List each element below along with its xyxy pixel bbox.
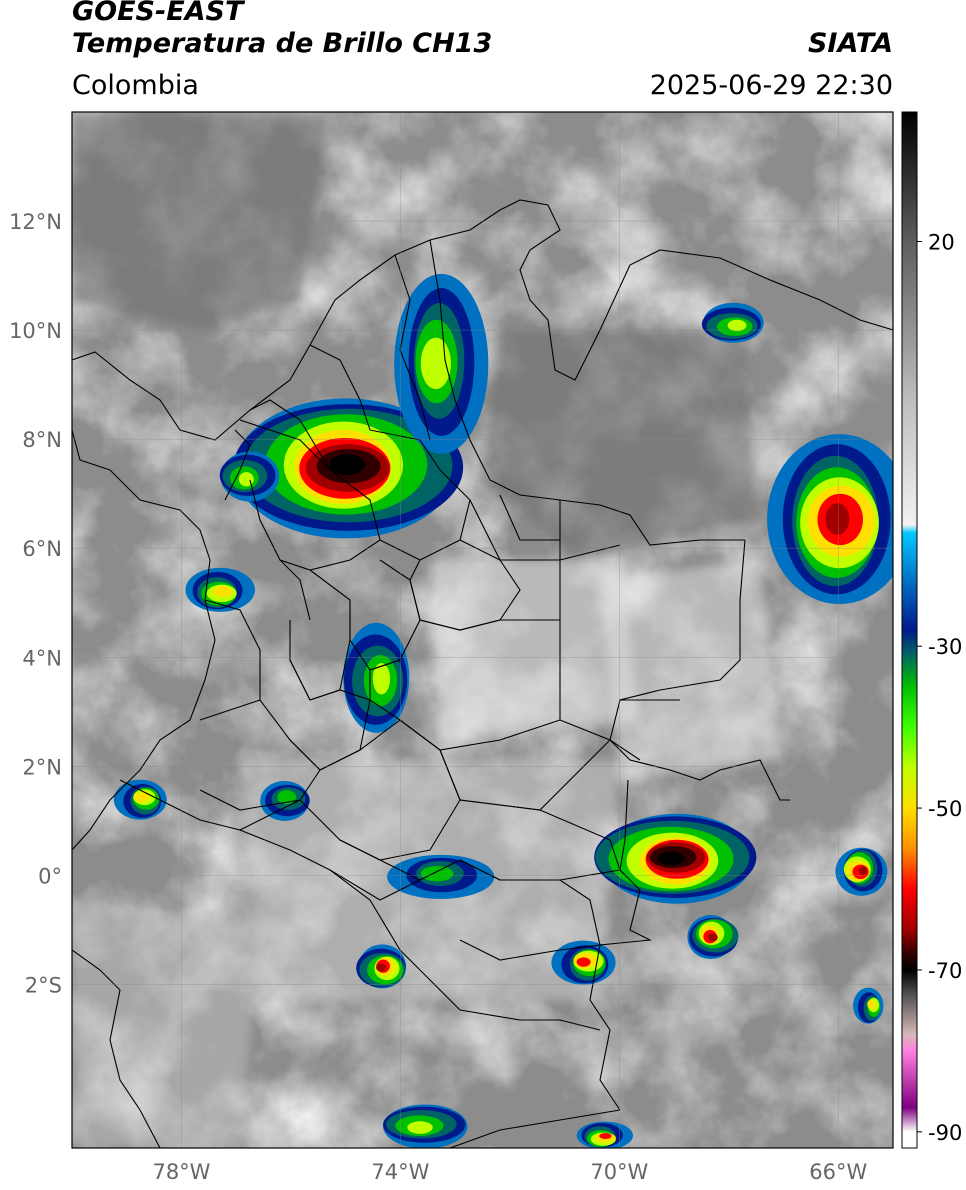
dept-caqueta (319, 719, 461, 861)
longitude-labels: 78°W 74°W 70°W 66°W (152, 1160, 867, 1184)
map-frame (71, 111, 894, 1149)
storm-narino-coast (113, 779, 167, 820)
storm-cells (113, 273, 893, 1148)
dept-cesar (394, 254, 431, 441)
lat-tick-label: 0° (38, 864, 62, 888)
latitude-labels: 12°N 10°N 8°N 6°N 4°N 2°N 0° 2°S (9, 210, 62, 997)
colorbar-tick-label: 20 (928, 231, 955, 255)
border-panama (224, 429, 251, 501)
storm-peru-north (383, 1104, 468, 1148)
storm-ring (657, 851, 685, 866)
storm-cesar (394, 273, 489, 454)
storm-ring (376, 963, 387, 972)
storm-ring (134, 792, 149, 803)
lat-tick-label: 4°N (22, 646, 62, 670)
colorbar-tick-label: -50 (928, 797, 962, 821)
lon-tick-label: 66°W (809, 1160, 867, 1184)
lat-tick-label: 8°N (22, 428, 62, 452)
storm-ring (238, 472, 254, 487)
colorbar-ticks: 20 -30 -50 -70 -90 (917, 231, 962, 1145)
political-borders (72, 199, 893, 1148)
lon-tick-label: 74°W (371, 1160, 429, 1184)
map-panel (72, 112, 893, 1148)
dept-caldas (279, 559, 311, 621)
storm-ring (372, 663, 391, 695)
title-line-1: GOES-EAST (72, 0, 244, 27)
border-brazil (589, 779, 652, 1111)
dept-antioquia (239, 419, 381, 571)
dept-casanare (469, 499, 501, 561)
lat-tick-label: 12°N (9, 210, 62, 234)
colorbar-tick-label: -30 (928, 635, 962, 659)
storm-ring (213, 586, 233, 597)
colorbar-scale (901, 111, 918, 1149)
coastline-caribbean (72, 199, 893, 441)
storm-choco (185, 567, 255, 612)
lat-tick-label: 2°N (22, 755, 62, 779)
storm-ring (599, 1133, 612, 1139)
dept-guainia (609, 699, 680, 761)
coastline-pacific (72, 429, 216, 851)
storm-putumayo (387, 854, 495, 899)
datetime-label: 2025-06-29 22:30 (649, 70, 893, 101)
storm-amazonas-far (853, 987, 884, 1024)
storm-venezuela-east (767, 434, 893, 605)
border-peru-ecuador (119, 779, 601, 1031)
storm-cauca (260, 780, 310, 821)
colorbar-tick-label: -90 (928, 1121, 962, 1145)
storm-ring (407, 1121, 433, 1134)
storm-vaupes-south (551, 940, 616, 985)
border-venezuela-east (609, 539, 790, 801)
storm-ring (858, 866, 868, 876)
colorbar-tick-label: -70 (928, 959, 962, 983)
storm-ring (576, 957, 591, 967)
dept-amazonas (419, 859, 601, 961)
cloud-zone-guainia (600, 560, 780, 780)
cloud-zone-venezuela (480, 330, 760, 560)
dept-valle (204, 599, 261, 700)
source-label: SIATA (807, 28, 893, 59)
lon-tick-label: 70°W (590, 1160, 648, 1184)
storm-ring (825, 503, 850, 535)
dept-putumayo (239, 799, 422, 901)
storm-ring (867, 999, 875, 1009)
dept-cordoba (249, 399, 331, 471)
storm-caqueta-south (356, 944, 407, 989)
storm-ring (420, 866, 454, 882)
cloud-zone-llanos (430, 560, 640, 740)
storm-huila-tolima (343, 622, 410, 733)
storm-ring (420, 337, 451, 390)
storm-ring (277, 790, 297, 805)
storm-uraba (219, 451, 280, 502)
dept-vichada (500, 500, 621, 620)
storm-ring (707, 933, 718, 942)
border-peru-brazil (449, 1109, 621, 1148)
lat-tick-label: 10°N (9, 319, 62, 343)
storm-amazonas-east (687, 915, 739, 960)
coastline-ecuador (72, 949, 161, 1148)
lon-tick-label: 78°W (152, 1160, 210, 1184)
storm-guajira (701, 302, 764, 343)
dept-arauca (499, 494, 560, 541)
cloud-zone-pacific-south (72, 900, 260, 1148)
title-line-2: Temperatura de Brillo CH13 (72, 28, 493, 59)
storm-ring (329, 454, 365, 476)
storm-brasil-east (835, 847, 888, 896)
border-venezuela-north (429, 239, 745, 546)
gridlines (72, 112, 893, 1148)
storm-leticia (576, 1121, 633, 1148)
dept-meta (369, 619, 561, 751)
lat-tick-label: 2°S (25, 973, 62, 997)
region-label: Colombia (72, 70, 199, 101)
dept-bolivar (309, 344, 371, 431)
storm-ring (727, 319, 747, 332)
lat-tick-label: 6°N (22, 537, 62, 561)
colorbar: 20 -30 -50 -70 -90 (901, 111, 962, 1149)
